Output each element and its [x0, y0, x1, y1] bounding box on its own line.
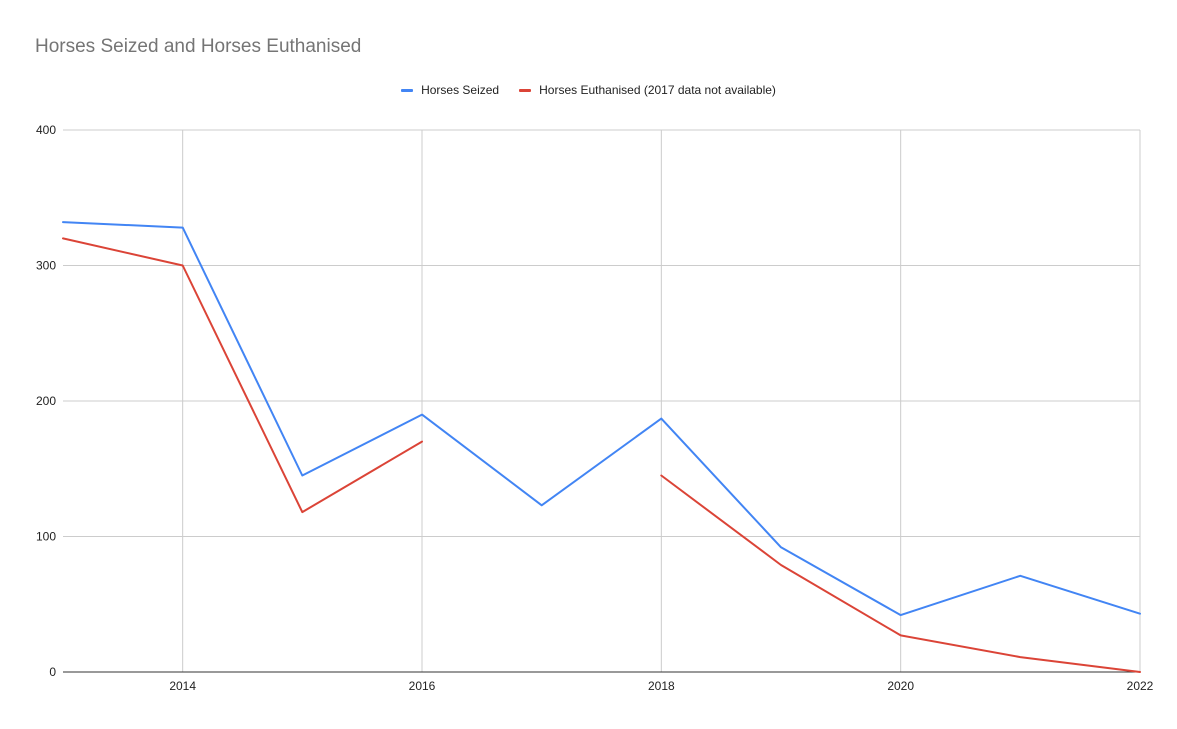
- x-tick-label: 2020: [887, 679, 914, 693]
- legend-label-horses-euthanised: Horses Euthanised (2017 data not availab…: [539, 83, 776, 97]
- chart-title: Horses Seized and Horses Euthanised: [35, 36, 362, 57]
- legend-item-horses-seized[interactable]: Horses Seized: [401, 83, 499, 97]
- y-tick-label: 100: [36, 530, 56, 544]
- x-tick-label: 2014: [169, 679, 196, 693]
- legend-swatch-horses-euthanised: [519, 88, 532, 92]
- y-tick-label: 300: [36, 259, 56, 273]
- legend-label-horses-seized: Horses Seized: [421, 83, 500, 97]
- series-line-1: [62, 237, 423, 514]
- chart-legend: Horses Seized Horses Euthanised (2017 da…: [0, 83, 1177, 97]
- x-tick-label: 2018: [648, 679, 675, 693]
- legend-item-horses-euthanised[interactable]: Horses Euthanised (2017 data not availab…: [519, 83, 776, 97]
- y-tick-label: 400: [36, 123, 56, 137]
- x-tick-label: 2022: [1127, 679, 1154, 693]
- series-line-1: [660, 474, 1141, 673]
- y-tick-label: 0: [49, 665, 56, 679]
- series-line-0: [62, 221, 1141, 617]
- y-tick-label: 200: [36, 394, 56, 408]
- legend-swatch-horses-seized: [401, 88, 414, 92]
- x-tick-label: 2016: [409, 679, 436, 693]
